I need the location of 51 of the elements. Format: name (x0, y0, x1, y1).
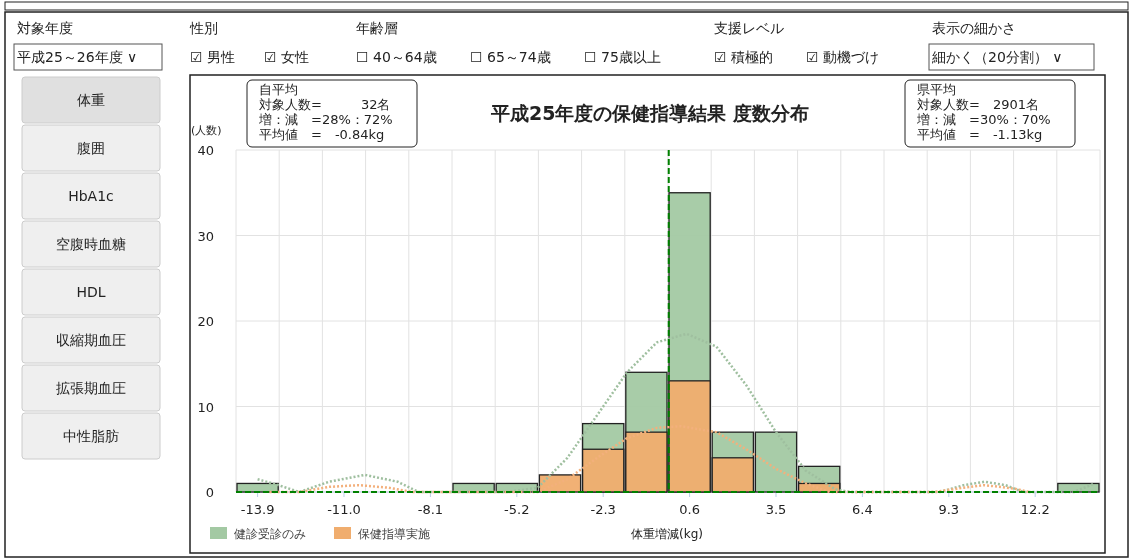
x-tick-label: 3.5 (765, 502, 787, 517)
text: 中性脂肪 (63, 428, 119, 444)
chart-title: 平成25年度の保健指導結果 度数分布 (489, 102, 810, 124)
text: HbA1c (68, 188, 114, 204)
text: 平均値 = -1.13kg (917, 127, 1043, 142)
text: 対象人数= 2901名 (917, 97, 1039, 112)
y-axis-title: (人数) (191, 124, 222, 137)
x-tick-label: -2.3 (590, 502, 616, 517)
text: 収縮期血圧 (56, 332, 126, 348)
text: ☑ 男性 (190, 49, 236, 65)
x-tick-label: 9.3 (938, 502, 960, 517)
text: 拡張期血圧 (56, 380, 126, 396)
text: 支援レベル (714, 20, 784, 36)
text: 体重 (77, 92, 105, 108)
text: ☐ 65～74歳 (470, 49, 551, 65)
text: 表示の細かさ (932, 20, 1016, 36)
y-tick-label: 10 (197, 399, 214, 415)
y-tick-label: 20 (197, 314, 214, 329)
text: 平均値 = -0.84kg (259, 127, 385, 142)
text: 平成25～26年度 ∨ (17, 49, 138, 65)
x-tick-label: -5.2 (504, 502, 530, 517)
text: 細かく（20分割） ∨ (931, 49, 1063, 65)
text: 年齢層 (356, 20, 398, 36)
x-tick-label: 12.2 (1020, 502, 1050, 517)
legend-label: 保健指導実施 (358, 527, 430, 541)
text: 性別 (189, 20, 218, 36)
text: ☑ 動機づけ (806, 49, 880, 65)
text: 増：減 =28%：72% (258, 112, 393, 127)
text: 自平均 (259, 82, 298, 97)
text: 増：減 =30%：70% (916, 112, 1051, 127)
text: 腹囲 (77, 140, 105, 156)
text: 対象人数= 32名 (259, 97, 391, 112)
line-series (268, 424, 1031, 494)
x-tick-label: -11.0 (327, 502, 361, 517)
x-tick-label: 6.4 (852, 502, 873, 517)
x-tick-label: -8.1 (417, 502, 444, 517)
text: 県平均 (917, 82, 956, 97)
text: HDL (76, 284, 106, 300)
x-axis-title: 体重増減(kg) (631, 527, 703, 541)
x-tick-label: -13.9 (240, 502, 275, 517)
y-tick-label: 40 (197, 143, 214, 158)
x-tick-label: 0.6 (679, 502, 700, 517)
y-tick-label: 30 (197, 228, 214, 244)
y-tick-label: 0 (205, 485, 214, 500)
text: 対象年度 (17, 20, 73, 36)
legend-label: 健診受診のみ (234, 527, 306, 541)
text: ☑ 女性 (264, 49, 310, 65)
text: ☐ 40～64歳 (356, 49, 437, 65)
text: 空腹時血糖 (56, 236, 126, 252)
text: ☑ 積極的 (714, 49, 774, 65)
text: ☐ 75歳以上 (584, 49, 661, 65)
